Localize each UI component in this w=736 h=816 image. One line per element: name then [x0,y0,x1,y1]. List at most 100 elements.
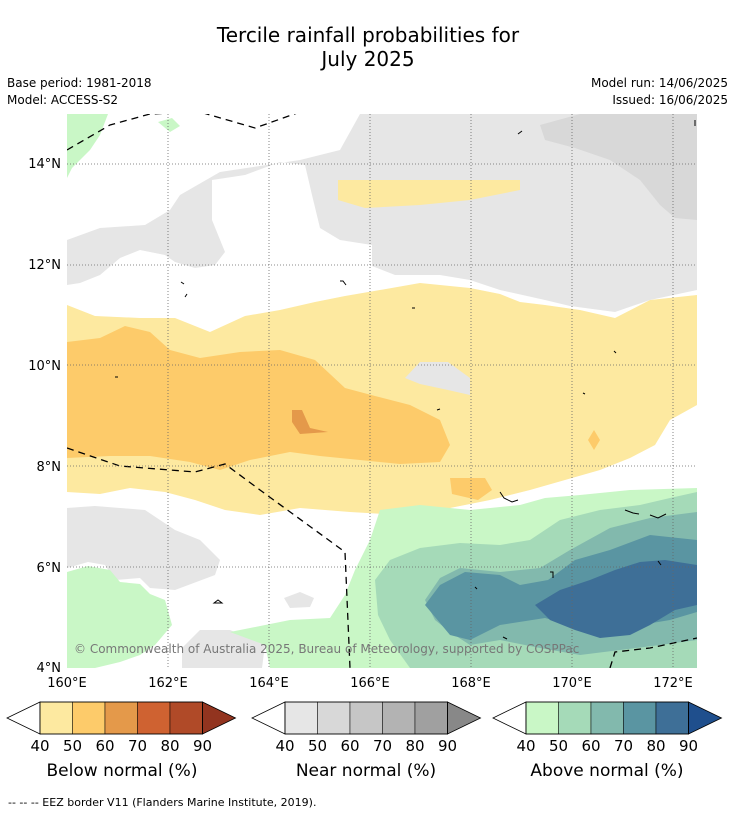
colorbar-segment [349,701,383,735]
colorbar-tick-label: 90 [438,737,457,755]
colorbar-label-near: Near normal (%) [295,761,437,781]
lon-labels: 160°E 162°E 164°E 166°E 168°E 170°E 172°… [47,676,693,691]
base-period: Base period: 1981-2018 [7,76,152,90]
model-name: Model: ACCESS-S2 [7,93,119,107]
issued-date: Issued: 16/06/2025 [612,93,728,107]
colorbars: 40 50 60 70 80 90 40 50 60 70 80 90 40 50 60 70 80 90 [6,701,723,755]
island-outline [624,509,640,515]
lat-label: 6°N [37,561,62,576]
island-outlines [115,120,696,640]
island-outline [502,636,508,640]
above-normal-40-region-southwest [67,566,172,668]
above-normal-40-patch-north [158,118,180,132]
colorbar-min-arrow [6,701,41,735]
colorbar-tick-label: 90 [679,737,698,755]
island-outline [517,130,523,135]
island-outline [474,586,478,590]
colorbar-tick-label: 40 [516,737,535,755]
colorbar-frame [284,701,448,735]
colorbar-2: 40 50 60 70 80 90 [492,701,723,755]
colorbar-max-arrow [202,701,237,735]
title-line-2: July 2025 [321,47,415,71]
colorbar-segment [655,701,689,735]
colorbar-max-arrow [688,701,723,735]
lon-label: 170°E [552,676,592,691]
colorbar-segment [72,701,106,735]
island-outline [582,392,586,395]
colorbar-segment [382,701,416,735]
map-area: © Commonwealth of Australia 2025, Bureau… [67,114,697,668]
colorbar-segment [104,701,138,735]
colorbar-tick-label: 60 [95,737,114,755]
eez-border-south [67,447,351,668]
near-normal-region-southwest [67,506,220,590]
colorbar-tick-label: 90 [193,737,212,755]
lon-label: 168°E [451,676,491,691]
title-line-1: Tercile rainfall probabilities for [216,23,520,47]
lat-labels: 14°N 12°N 10°N 8°N 6°N 4°N [28,157,61,676]
island-outline [340,280,347,286]
island-outline [657,560,662,566]
copyright-text: © Commonwealth of Australia 2025, Bureau… [74,642,579,656]
near-normal-region-north [67,114,697,312]
island-outline [550,571,554,578]
island-outline [649,513,667,519]
above-normal-80-region [535,560,697,638]
eez-borders [67,114,697,668]
below-normal-60-patch [292,410,328,434]
colorbar-tick-label: 60 [340,737,359,755]
colorbar-segment [590,701,624,735]
colorbar-min-arrow [492,701,527,735]
lat-label: 10°N [28,359,61,374]
below-normal-40-patch-north [338,180,520,208]
colorbar-tick-label: 80 [160,737,179,755]
colorbar-max-arrow [447,701,482,735]
island-outline [613,350,617,354]
eez-border-southeast [609,637,697,668]
colorbar-segment [39,701,73,735]
colorbar-tick-label: 70 [614,737,633,755]
colorbar-0: 40 50 60 70 80 90 [6,701,237,755]
lon-label: 172°E [653,676,693,691]
near-normal-cutout-mid [405,362,470,395]
colorbar-segment [169,701,203,735]
colorbar-tick-label: 80 [646,737,665,755]
island-outline [436,408,441,411]
near-normal-region-northeast [540,114,697,220]
lat-label: 14°N [28,157,61,172]
colorbar-segment [284,701,318,735]
colorbar-tick-label: 80 [405,737,424,755]
below-normal-50-patch-east [588,430,600,450]
colorbar-tick-label: 50 [63,737,82,755]
island-outline [184,293,188,298]
colorbar-segment [317,701,351,735]
colorbar-tick-label: 40 [275,737,294,755]
lon-label: 160°E [47,676,87,691]
below-normal-regions [67,180,697,515]
lat-label: 8°N [37,460,62,475]
below-normal-50-region [67,326,450,470]
colorbar-label-below: Below normal (%) [46,761,198,781]
colorbar-frame [525,701,689,735]
colorbar-segment [525,701,559,735]
colorbar-tick-label: 70 [128,737,147,755]
lon-label: 164°E [249,676,289,691]
colorbar-tick-label: 60 [581,737,600,755]
colorbar-tick-label: 40 [30,737,49,755]
colorbar-tick-label: 70 [373,737,392,755]
lon-label: 166°E [350,676,390,691]
lat-label: 4°N [37,661,62,676]
island-outline [212,599,224,604]
colorbar-segment [558,701,592,735]
colorbar-tick-label: 50 [308,737,327,755]
near-normal-regions [67,114,697,668]
eez-border-north [67,114,297,151]
lon-label: 162°E [148,676,188,691]
eez-legend-note: -- -- -- EEZ border V11 (Flanders Marine… [8,796,317,809]
model-run: Model run: 14/06/2025 [590,76,728,90]
colorbar-tick-label: 50 [549,737,568,755]
island-outline [499,491,519,503]
above-normal-regions [67,114,697,668]
colorbar-segment [414,701,448,735]
island-outline [180,281,185,285]
